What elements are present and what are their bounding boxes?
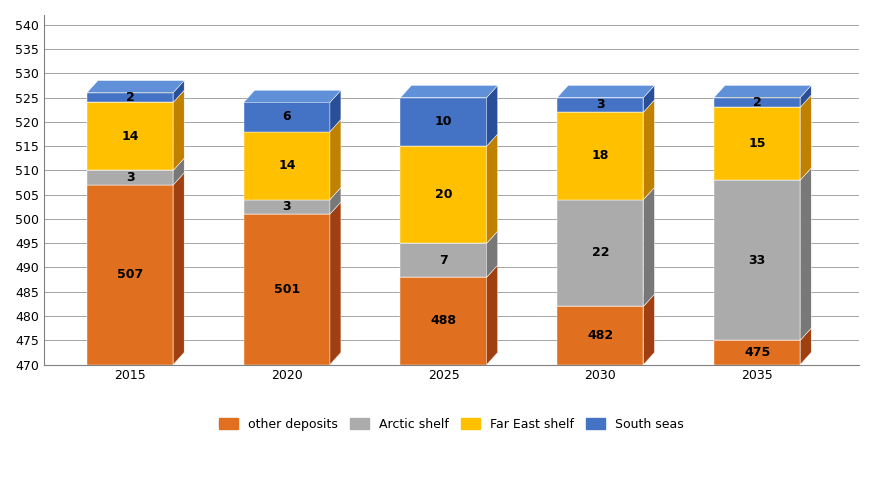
Bar (244, 200, 330, 214)
Polygon shape (400, 134, 497, 146)
Polygon shape (801, 328, 811, 365)
Polygon shape (244, 187, 341, 200)
Bar (558, 200, 643, 306)
Bar (400, 97, 487, 146)
Bar (244, 214, 330, 365)
Polygon shape (173, 81, 184, 102)
Polygon shape (173, 173, 184, 365)
Polygon shape (487, 265, 497, 365)
Polygon shape (173, 90, 184, 170)
Text: 507: 507 (117, 268, 143, 281)
Bar (714, 340, 801, 365)
Text: 6: 6 (282, 111, 291, 124)
Polygon shape (558, 85, 655, 97)
Bar (87, 102, 173, 170)
Text: 14: 14 (121, 130, 139, 143)
Polygon shape (330, 120, 341, 200)
Polygon shape (643, 187, 655, 306)
Polygon shape (400, 265, 497, 277)
Polygon shape (801, 168, 811, 340)
Polygon shape (714, 85, 811, 97)
Text: 14: 14 (278, 159, 295, 172)
Polygon shape (487, 134, 497, 243)
Polygon shape (244, 120, 341, 131)
Text: 2: 2 (126, 91, 135, 104)
Bar (87, 93, 173, 102)
Bar (400, 277, 487, 365)
Polygon shape (487, 85, 497, 146)
Bar (714, 180, 801, 340)
Polygon shape (87, 158, 184, 170)
Polygon shape (801, 85, 811, 107)
Polygon shape (801, 95, 811, 180)
Polygon shape (244, 202, 341, 214)
Polygon shape (714, 328, 811, 340)
Bar (400, 243, 487, 277)
Polygon shape (400, 85, 497, 97)
Polygon shape (330, 202, 341, 365)
Polygon shape (558, 294, 655, 306)
Text: 10: 10 (435, 115, 453, 128)
Polygon shape (173, 158, 184, 185)
Bar (714, 107, 801, 180)
Bar (400, 146, 487, 243)
Bar (244, 131, 330, 200)
Bar (87, 185, 173, 365)
Polygon shape (558, 100, 655, 112)
Polygon shape (330, 90, 341, 131)
Polygon shape (87, 173, 184, 185)
Text: 15: 15 (748, 137, 766, 150)
Text: 2: 2 (753, 96, 761, 109)
Bar (714, 97, 801, 107)
Polygon shape (714, 168, 811, 180)
Polygon shape (244, 90, 341, 102)
Bar (558, 97, 643, 112)
Text: 33: 33 (748, 254, 766, 267)
Polygon shape (643, 85, 655, 112)
Polygon shape (487, 231, 497, 277)
Bar (87, 170, 173, 185)
Text: 3: 3 (126, 171, 135, 184)
Text: 7: 7 (440, 254, 448, 267)
Text: 501: 501 (274, 283, 300, 296)
Polygon shape (558, 187, 655, 200)
Polygon shape (714, 95, 811, 107)
Text: 22: 22 (592, 247, 609, 259)
Text: 488: 488 (431, 314, 456, 328)
Polygon shape (87, 90, 184, 102)
Polygon shape (643, 294, 655, 365)
Text: 475: 475 (744, 346, 770, 359)
Bar (558, 306, 643, 365)
Text: 18: 18 (592, 149, 609, 163)
Polygon shape (643, 100, 655, 200)
Bar (244, 102, 330, 131)
Polygon shape (400, 231, 497, 243)
Polygon shape (87, 81, 184, 93)
Text: 3: 3 (282, 200, 291, 213)
Bar (558, 112, 643, 200)
Text: 20: 20 (435, 188, 453, 201)
Legend: other deposits, Arctic shelf, Far East shelf, South seas: other deposits, Arctic shelf, Far East s… (214, 413, 689, 436)
Text: 3: 3 (596, 98, 605, 111)
Polygon shape (330, 187, 341, 214)
Text: 482: 482 (587, 329, 614, 342)
